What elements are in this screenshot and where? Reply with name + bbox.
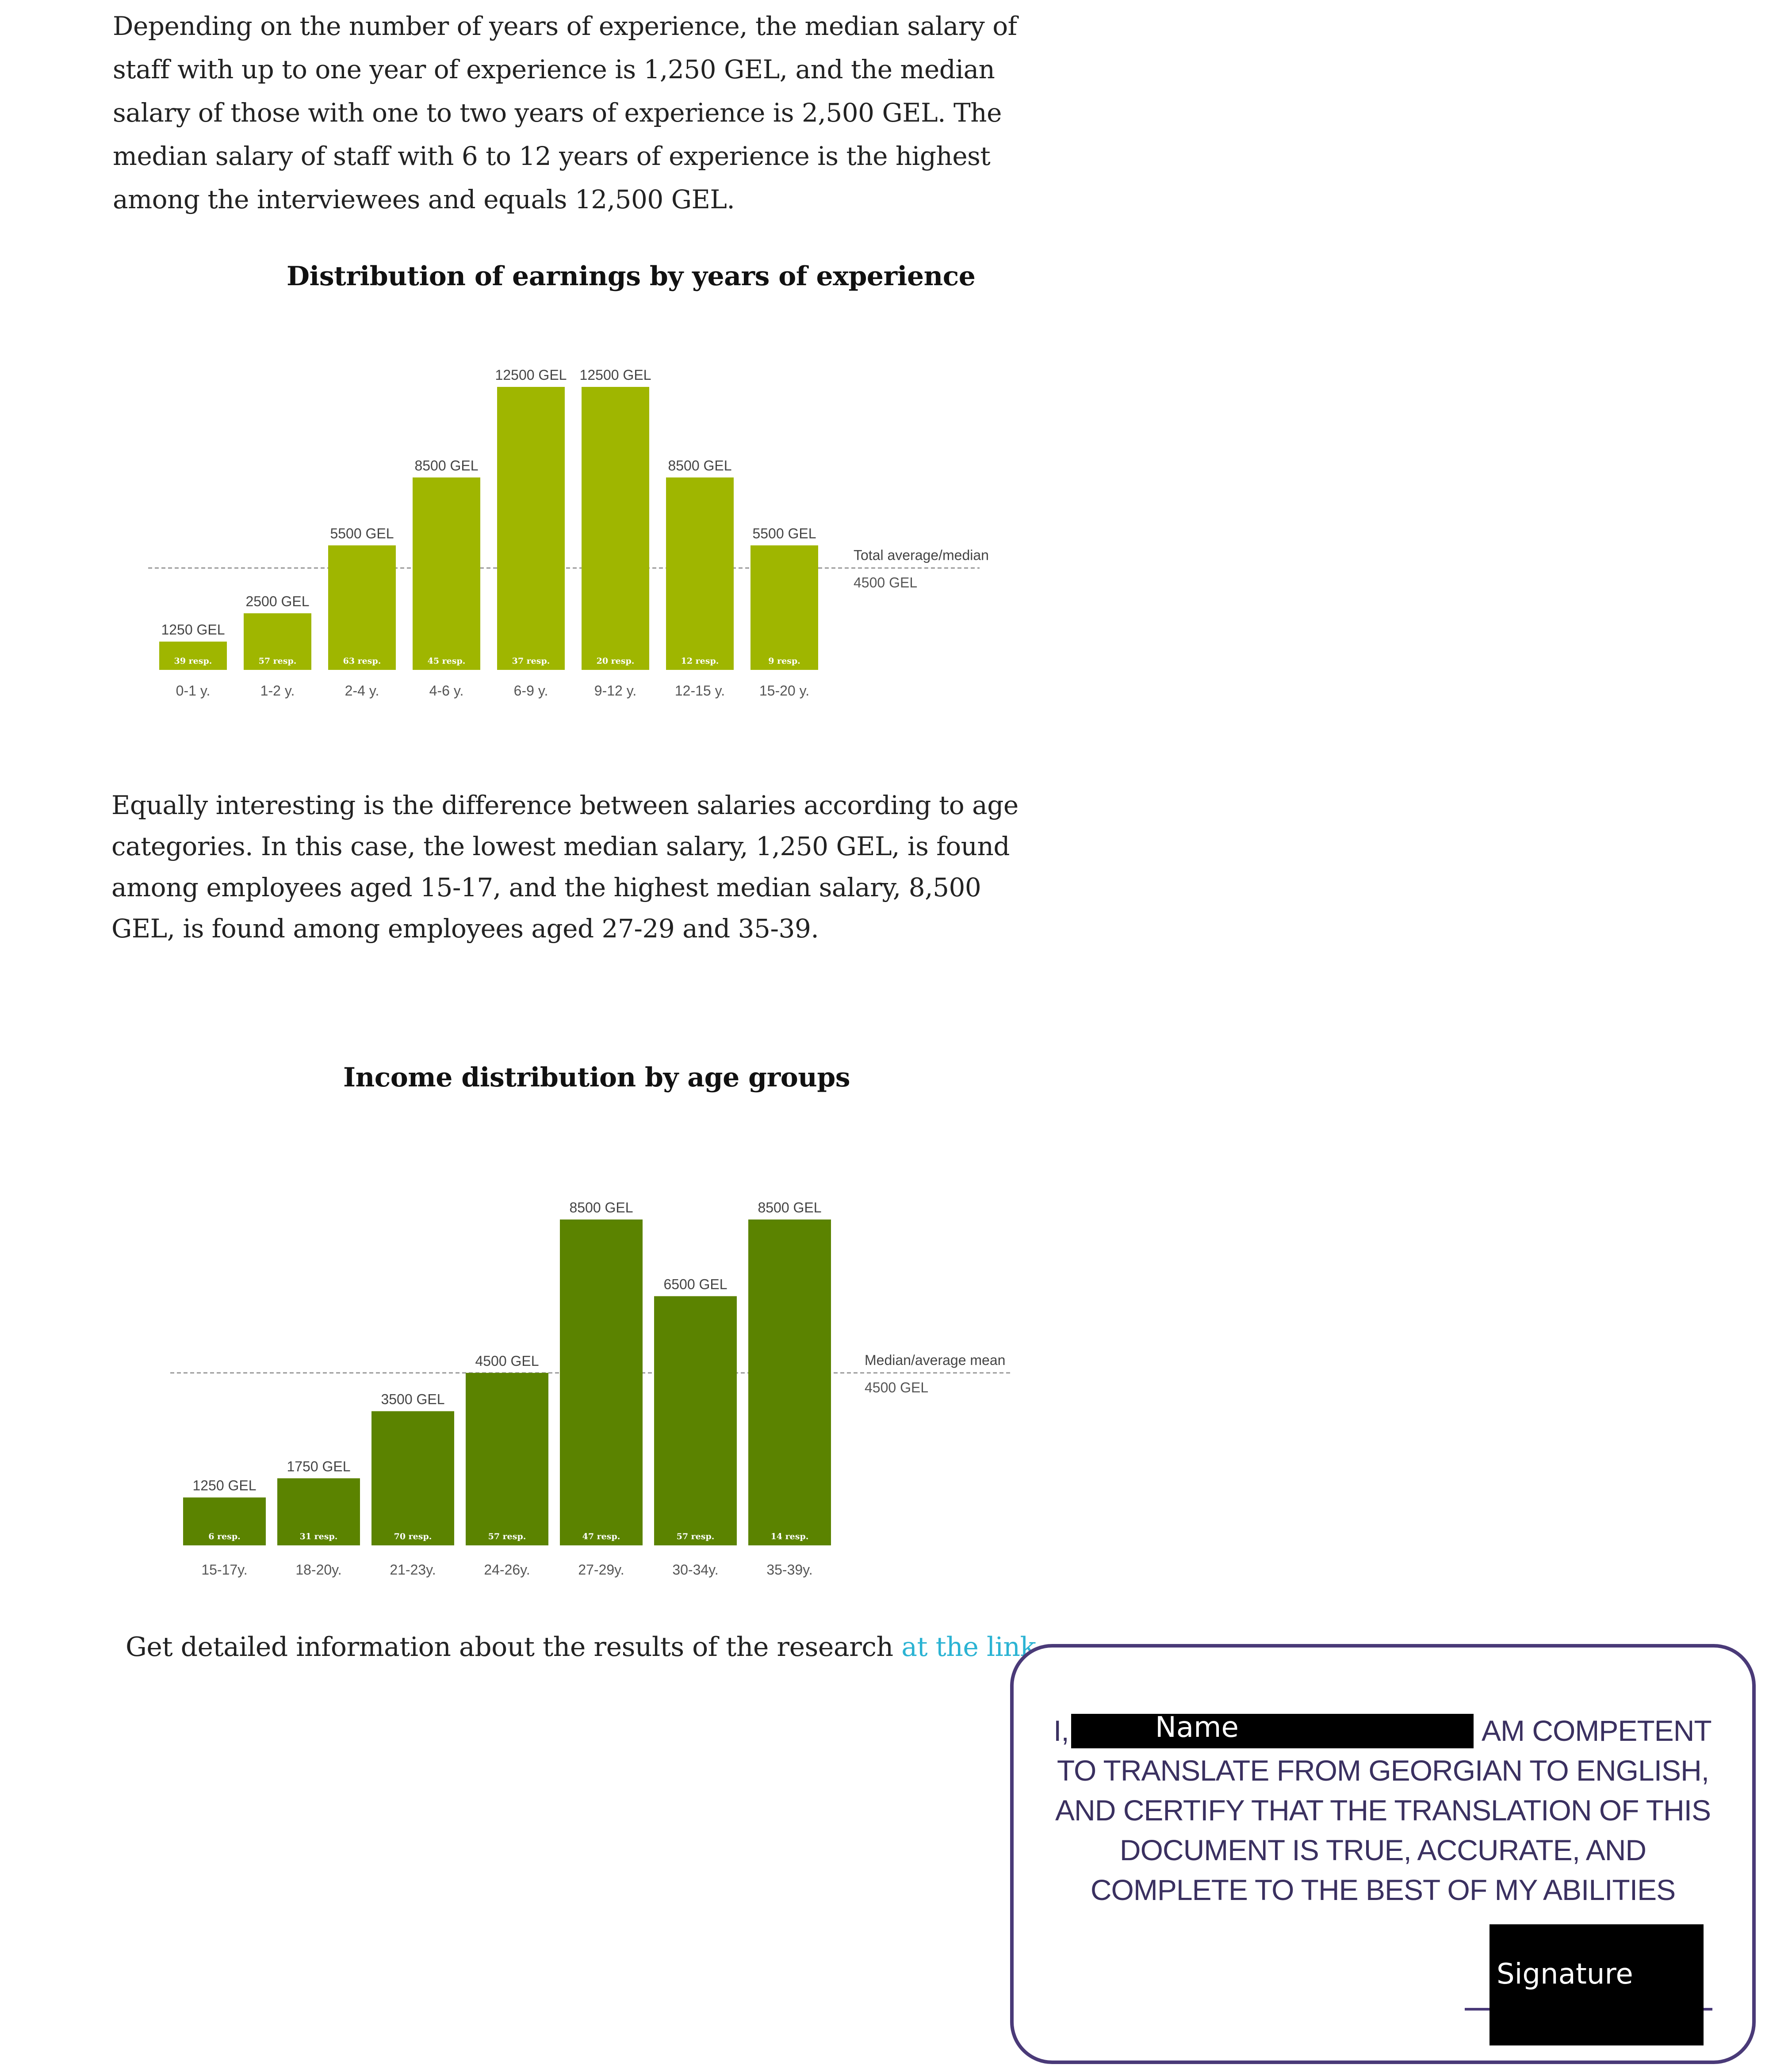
- research-link[interactable]: at the link: [901, 1632, 1036, 1663]
- x-tick-label: 1-2 y.: [260, 683, 295, 699]
- bar-respondents-label: 57 resp.: [677, 1532, 715, 1541]
- bar-respondents-label: 31 resp.: [300, 1532, 338, 1541]
- bar-respondents-label: 12 resp.: [681, 656, 719, 666]
- chart-title-age: Income distribution by age groups: [343, 1062, 850, 1093]
- cert-line-5: COMPLETE TO THE BEST OF MY ABILITIES: [1090, 1873, 1676, 1906]
- cert-suffix: AM COMPETENT: [1482, 1714, 1712, 1747]
- bar: [466, 1372, 548, 1545]
- name-redaction-label: Name: [1155, 1711, 1239, 1744]
- bar: [750, 545, 818, 670]
- bar-respondents-label: 63 resp.: [343, 656, 381, 666]
- x-tick-label: 24-26y.: [484, 1562, 530, 1578]
- signature-redaction-label: Signature: [1497, 1958, 1633, 1991]
- bar: [654, 1296, 737, 1545]
- reference-line-label: Total average/median: [854, 547, 989, 563]
- footer-text: Get detailed information about the resul…: [126, 1632, 1053, 1663]
- x-tick-label: 30-34y.: [672, 1562, 718, 1578]
- reference-line-value: 4500 GEL: [865, 1380, 928, 1395]
- cert-line-2: TO TRANSLATE FROM GEORGIAN TO ENGLISH,: [1057, 1754, 1709, 1787]
- x-tick-label: 27-29y.: [578, 1562, 624, 1578]
- bar: [560, 1219, 643, 1545]
- age-income-chart: 1250 GEL 6 resp. 15-17y. 1750 GEL 31 resp. 18…: [170, 1200, 1011, 1578]
- bar: [582, 387, 649, 670]
- signature-redaction: Signature: [1489, 1924, 1704, 2045]
- x-tick-label: 18-20y.: [295, 1562, 341, 1578]
- bar-value-label: 8500 GEL: [414, 458, 478, 474]
- bar: [497, 387, 565, 670]
- bar-value-label: 8500 GEL: [569, 1200, 633, 1216]
- bar-respondents-label: 14 resp.: [771, 1532, 809, 1541]
- translator-certification-box: I, AM COMPETENT Name TO TRANSLATE FROM G…: [1010, 1644, 1756, 2064]
- footer-label: Get detailed information about the resul…: [126, 1632, 902, 1663]
- bar: [748, 1219, 831, 1545]
- bar: [413, 477, 480, 670]
- bar: [244, 613, 311, 670]
- cert-prefix: I,: [1053, 1714, 1069, 1747]
- bar-value-label: 12500 GEL: [495, 367, 567, 383]
- x-tick-label: 4-6 y.: [429, 683, 464, 699]
- age-paragraph: Equally interesting is the difference be…: [111, 790, 1019, 944]
- cert-line-3: AND CERTIFY THAT THE TRANSLATION OF THIS: [1055, 1794, 1711, 1827]
- bar-respondents-label: 20 resp.: [597, 656, 635, 666]
- x-tick-label: 12-15 y.: [675, 683, 725, 699]
- bar-value-label: 3500 GEL: [381, 1392, 444, 1407]
- chart-title-experience: Distribution of earnings by years of exp…: [287, 261, 976, 292]
- bar-value-label: 1250 GEL: [161, 622, 225, 638]
- bar-value-label: 1750 GEL: [287, 1458, 350, 1474]
- bar-value-label: 2500 GEL: [245, 593, 309, 609]
- x-tick-label: 21-23y.: [390, 1562, 436, 1578]
- bar-respondents-label: 45 resp.: [428, 656, 466, 666]
- bar-value-label: 8500 GEL: [758, 1200, 821, 1216]
- reference-line-label: Median/average mean: [865, 1352, 1005, 1368]
- bar-respondents-label: 70 resp.: [394, 1532, 432, 1541]
- bar-value-label: 1250 GEL: [192, 1478, 256, 1494]
- bar: [277, 1478, 360, 1545]
- intro-paragraph: Depending on the number of years of expe…: [113, 11, 1017, 214]
- bar-respondents-label: 57 resp.: [488, 1532, 526, 1541]
- bar-value-label: 12500 GEL: [580, 367, 651, 383]
- bar: [159, 642, 227, 670]
- bar-value-label: 4500 GEL: [475, 1353, 539, 1369]
- bar-respondents-label: 9 resp.: [768, 656, 800, 666]
- bar: [371, 1411, 454, 1545]
- bar-value-label: 5500 GEL: [330, 525, 394, 541]
- reference-line-value: 4500 GEL: [854, 575, 917, 591]
- x-tick-label: 9-12 y.: [594, 683, 636, 699]
- bar-value-label: 5500 GEL: [752, 525, 816, 541]
- x-tick-label: 2-4 y.: [345, 683, 379, 699]
- bar-respondents-label: 6 resp.: [208, 1532, 241, 1541]
- cert-line-4: DOCUMENT IS TRUE, ACCURATE, AND: [1119, 1834, 1646, 1866]
- x-tick-label: 15-17y.: [201, 1562, 247, 1578]
- bar: [666, 477, 734, 670]
- bar-value-label: 8500 GEL: [668, 458, 731, 474]
- bar-respondents-label: 39 resp.: [174, 656, 212, 666]
- bar-respondents-label: 57 resp.: [259, 656, 297, 666]
- x-tick-label: 35-39y.: [766, 1562, 812, 1578]
- bar: [183, 1497, 266, 1545]
- bar: [328, 545, 396, 670]
- x-tick-label: 0-1 y.: [176, 683, 211, 699]
- bar-respondents-label: 47 resp.: [582, 1532, 620, 1541]
- name-redaction: Name: [1071, 1711, 1474, 1748]
- bar-respondents-label: 37 resp.: [512, 656, 550, 666]
- x-tick-label: 6-9 y.: [514, 683, 548, 699]
- experience-earnings-chart: 1250 GEL 39 resp. 0-1 y. 2500 GEL 57 resp. 1-…: [148, 367, 989, 699]
- bar-value-label: 6500 GEL: [663, 1276, 727, 1292]
- x-tick-label: 15-20 y.: [759, 683, 809, 699]
